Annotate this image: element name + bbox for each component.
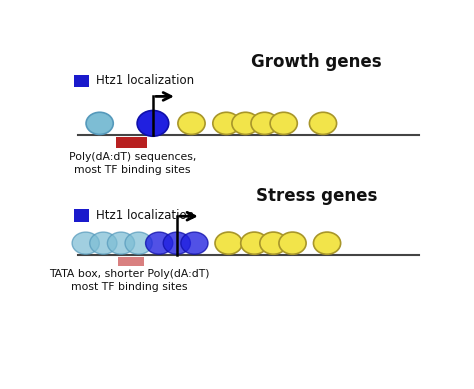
Circle shape xyxy=(213,112,240,135)
Circle shape xyxy=(279,232,306,254)
Bar xyxy=(118,257,144,266)
Text: Htz1 localization: Htz1 localization xyxy=(96,74,194,87)
Circle shape xyxy=(241,232,268,254)
Circle shape xyxy=(178,112,205,135)
Circle shape xyxy=(310,112,337,135)
Bar xyxy=(74,75,90,87)
Circle shape xyxy=(146,232,173,254)
Circle shape xyxy=(108,232,135,254)
Circle shape xyxy=(270,112,297,135)
Circle shape xyxy=(313,232,341,254)
Text: Htz1 localization: Htz1 localization xyxy=(96,209,194,222)
Circle shape xyxy=(215,232,242,254)
Bar xyxy=(74,209,90,222)
Text: Poly(dA:dT) sequences,
most TF binding sites: Poly(dA:dT) sequences, most TF binding s… xyxy=(69,152,196,175)
Circle shape xyxy=(260,232,287,254)
Circle shape xyxy=(90,232,117,254)
Circle shape xyxy=(251,112,278,135)
Circle shape xyxy=(125,232,152,254)
Circle shape xyxy=(137,110,169,136)
Circle shape xyxy=(72,232,99,254)
Text: Growth genes: Growth genes xyxy=(251,53,382,71)
Text: Stress genes: Stress genes xyxy=(255,187,377,205)
Bar xyxy=(116,137,147,147)
Circle shape xyxy=(232,112,259,135)
Circle shape xyxy=(163,232,191,254)
Circle shape xyxy=(181,232,208,254)
Circle shape xyxy=(86,112,113,135)
Text: TATA box, shorter Poly(dA:dT)
most TF binding sites: TATA box, shorter Poly(dA:dT) most TF bi… xyxy=(49,269,210,293)
